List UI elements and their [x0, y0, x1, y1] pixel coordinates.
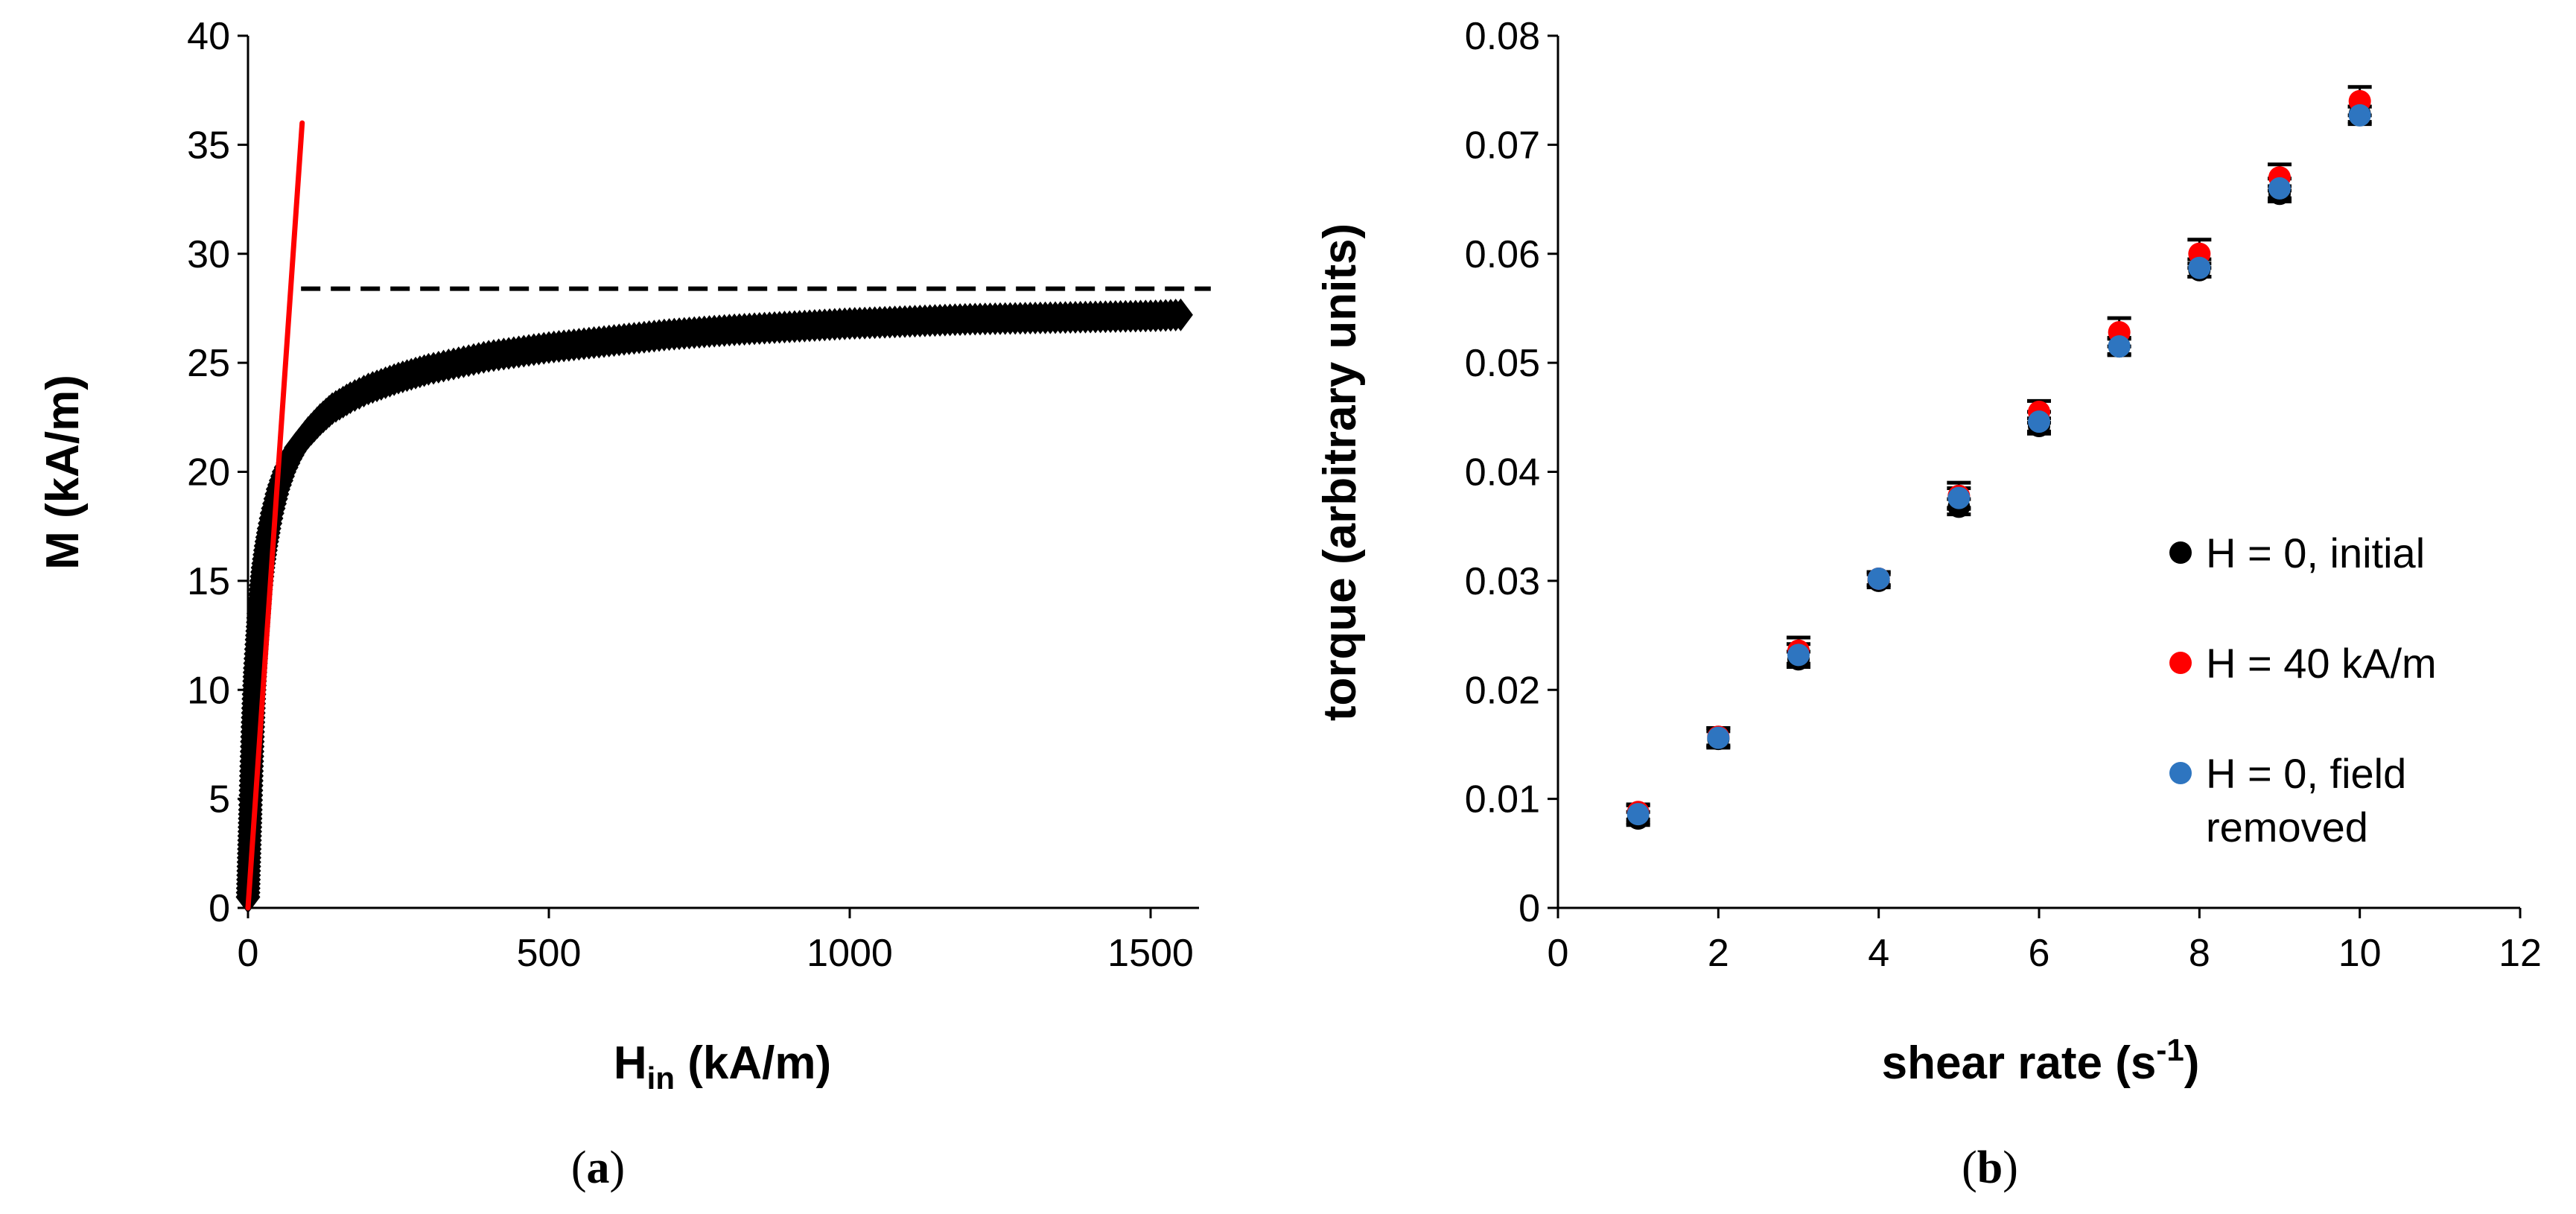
- panel-a-x-tick-label: 0: [238, 932, 259, 975]
- panel-b-x-tick-label: 4: [1868, 932, 1889, 975]
- panel-b-data-point: [1787, 643, 1810, 667]
- panel-a-y-tick-label: 5: [209, 778, 230, 821]
- panel-b-y-ticks: 0 0.01 0.02 0.03 0.04 0.05 0.06 0.07 0.08: [1465, 15, 1558, 930]
- legend-marker-h0-initial: [2169, 541, 2192, 564]
- panel-b-data-points: [1626, 89, 2371, 830]
- legend-marker-h0-removed: [2169, 762, 2192, 784]
- panel-b-x-tick-label: 10: [2338, 932, 2382, 975]
- panel-b-label: (b): [1962, 1143, 2018, 1193]
- panel-b-x-axis-title: shear rate (s-1): [1882, 1032, 2200, 1089]
- legend-label-h0-initial: H = 0, initial: [2206, 530, 2425, 576]
- panel-b-x-tick-label: 8: [2189, 932, 2210, 975]
- panel-b-y-tick-label: 0.07: [1465, 124, 1540, 167]
- panel-a-y-tick-label: 40: [187, 15, 230, 58]
- panel-b-x-tick-label: 0: [1548, 932, 1569, 975]
- panel-b-y-tick-label: 0.03: [1465, 560, 1540, 603]
- panel-b-x-axis-title-close: ): [2184, 1037, 2200, 1089]
- panel-a-x-axis-title-main: H: [614, 1037, 647, 1089]
- panel-b-x-ticks: 0 2 4 6 8 10 12: [1548, 908, 2542, 975]
- panel-b-y-tick-label: 0.01: [1465, 778, 1540, 821]
- panel-a-label: (a): [571, 1143, 625, 1193]
- panel-b-data-point: [1707, 726, 1730, 749]
- panel-b-legend: H = 0, initial H = 40 kA/m H = 0, field …: [2169, 530, 2437, 851]
- panel-b-y-tick-label: 0.02: [1465, 669, 1540, 712]
- panel-a-y-tick-label: 10: [187, 669, 230, 712]
- panel-a-x-axis-title: Hin (kA/m): [614, 1037, 831, 1096]
- panel-a-y-tick-label: 30: [187, 233, 230, 276]
- panel-b-data-point: [1867, 567, 1890, 590]
- panel-b-x-axis-title-main: shear rate (s: [1882, 1037, 2157, 1089]
- panel-a-x-axis-title-sub: in: [647, 1061, 675, 1096]
- panel-b-data-point: [1626, 803, 1650, 826]
- legend-label-h40: H = 40 kA/m: [2206, 640, 2437, 687]
- panel-b-y-tick-label: 0.08: [1465, 15, 1540, 58]
- panel-b-y-tick-label: 0: [1518, 887, 1540, 930]
- panel-b-data-point: [2348, 104, 2371, 127]
- panel-b-y-tick-label: 0.05: [1465, 342, 1540, 385]
- panel-b-data-point: [2188, 256, 2211, 279]
- panel-a-label-letter: a: [587, 1143, 610, 1193]
- panel-a-data-points: [235, 298, 1193, 914]
- panel-b-x-tick-label: 2: [1708, 932, 1729, 975]
- panel-b-data-point: [2108, 335, 2131, 358]
- panel-a-y-tick-label: 20: [187, 451, 230, 495]
- legend-label-h0-removed-line2: removed: [2206, 804, 2368, 851]
- panel-b-data-point: [2028, 410, 2050, 433]
- panel-a-y-tick-label: 35: [187, 124, 230, 167]
- panel-a-x-ticks: 0 500 1000 1500: [238, 908, 1194, 975]
- panel-b-x-tick-label: 12: [2499, 932, 2542, 975]
- panel-b-error-bars: [1626, 85, 2372, 827]
- panel-b-label-letter: b: [1977, 1143, 2003, 1193]
- legend-marker-h40: [2169, 652, 2192, 674]
- panel-b-data-point: [2268, 177, 2291, 200]
- panel-a-x-axis-title-unit: (kA/m): [675, 1037, 831, 1089]
- panel-a-susceptibility-line-group: [245, 120, 305, 911]
- panel-b-y-axis-title: torque (arbitrary units): [1314, 223, 1366, 721]
- panel-a-x-tick-label: 500: [517, 932, 582, 975]
- panel-a-y-axis-title: M (kA/m): [37, 375, 89, 570]
- panel-b-y-tick-label: 0.06: [1465, 233, 1540, 276]
- panel-a-x-tick-label: 1500: [1107, 932, 1194, 975]
- panel-a-y-tick-label: 0: [209, 887, 230, 930]
- panel-a-susceptibility-line: [245, 120, 305, 911]
- panel-a-y-tick-label: 15: [187, 560, 230, 603]
- legend-label-h0-removed-line1: H = 0, field: [2206, 750, 2406, 797]
- panel-a-diamond-point: [1168, 298, 1193, 331]
- panel-a-x-tick-label: 1000: [807, 932, 893, 975]
- panel-b-x-axis-title-sup: -1: [2156, 1032, 2184, 1067]
- panel-b-chart: 0 0.01 0.02 0.03 0.04 0.05 0.06 0.07 0.08 0 2 4 6 8 1…: [1314, 15, 2542, 1193]
- panel-b-x-tick-label: 6: [2029, 932, 2050, 975]
- panel-a-chart: 0 5 10 15 20 25 30 35 40 0 500 1000 1500 M (kA/m) H…: [37, 15, 1211, 1193]
- panel-b-data-point: [1947, 486, 1971, 509]
- panel-a-y-tick-label: 25: [187, 342, 230, 385]
- panel-b-y-tick-label: 0.04: [1465, 451, 1540, 495]
- panel-a-y-ticks: 0 5 10 15 20 25 30 35 40: [187, 15, 248, 930]
